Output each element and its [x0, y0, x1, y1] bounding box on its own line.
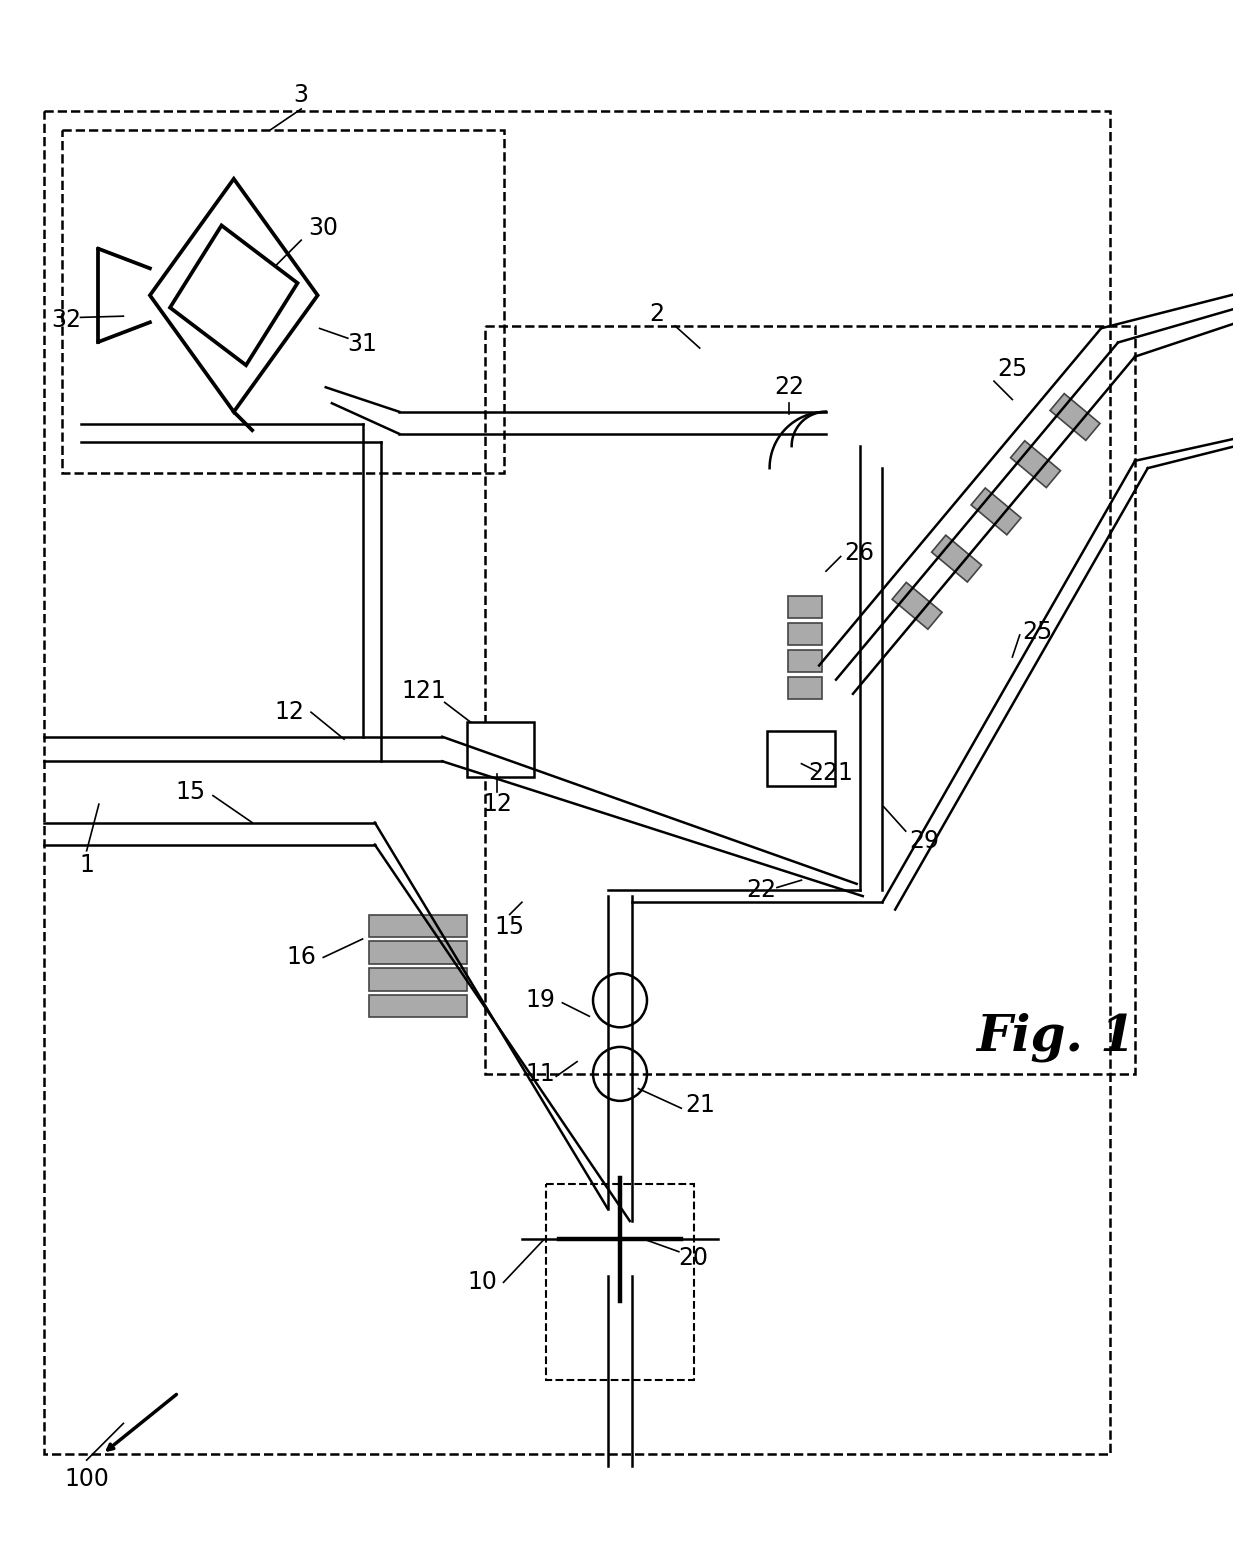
- Text: 25: 25: [997, 357, 1028, 381]
- Bar: [368, 968, 466, 990]
- Bar: [768, 730, 835, 786]
- Bar: [892, 582, 942, 630]
- Text: 22: 22: [774, 376, 805, 399]
- Text: 12: 12: [482, 792, 512, 817]
- Text: 121: 121: [402, 679, 446, 704]
- Bar: [368, 942, 466, 964]
- Bar: [1050, 393, 1100, 441]
- Text: 15: 15: [495, 914, 525, 939]
- Text: 29: 29: [909, 829, 939, 852]
- Text: 19: 19: [526, 989, 556, 1012]
- Text: 21: 21: [684, 1092, 714, 1117]
- Text: 100: 100: [64, 1467, 109, 1490]
- Text: 20: 20: [678, 1245, 708, 1270]
- Bar: [931, 535, 982, 582]
- Bar: [466, 722, 534, 777]
- Bar: [368, 995, 466, 1018]
- Bar: [787, 596, 822, 617]
- Bar: [787, 650, 822, 671]
- Text: 221: 221: [808, 761, 853, 786]
- Text: 10: 10: [467, 1270, 497, 1295]
- Bar: [787, 623, 822, 645]
- Bar: [485, 326, 1135, 1074]
- Text: 1: 1: [79, 854, 94, 877]
- Text: 11: 11: [526, 1061, 556, 1086]
- Text: 16: 16: [286, 945, 316, 970]
- Text: 30: 30: [309, 217, 339, 240]
- Text: 22: 22: [746, 879, 776, 902]
- Text: 3: 3: [294, 84, 309, 107]
- Text: 15: 15: [176, 780, 206, 804]
- Bar: [971, 487, 1021, 535]
- Bar: [1011, 441, 1060, 487]
- Bar: [787, 676, 822, 699]
- Text: 31: 31: [347, 333, 377, 356]
- Text: 25: 25: [1022, 620, 1052, 645]
- Text: 32: 32: [51, 308, 81, 333]
- Bar: [368, 914, 466, 936]
- Text: 2: 2: [650, 302, 665, 326]
- Bar: [43, 111, 1111, 1454]
- Text: 12: 12: [274, 701, 304, 724]
- Bar: [62, 130, 503, 473]
- Text: Fig. 1: Fig. 1: [976, 1012, 1135, 1061]
- Text: 26: 26: [844, 541, 874, 565]
- Bar: [547, 1185, 693, 1380]
